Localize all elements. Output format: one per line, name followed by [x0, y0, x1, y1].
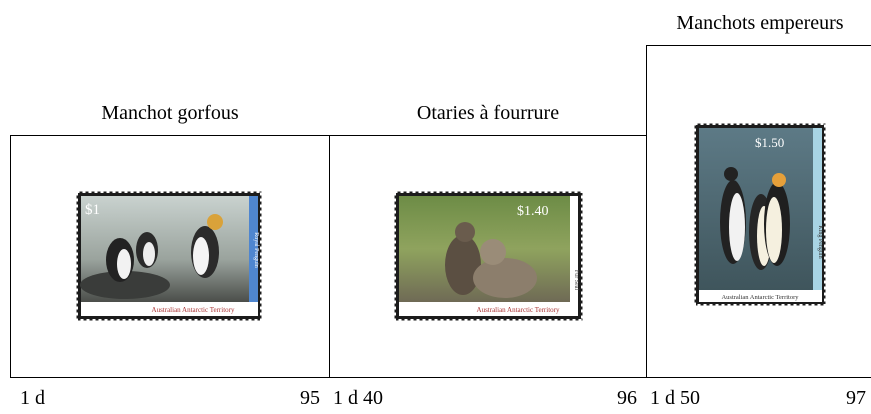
caption-denomination: 1 d [20, 387, 45, 409]
stamp: $1.40 Australian Antarctic Territory Fur… [393, 190, 584, 322]
stamp: $1 Australian Antarctic Territory Royal … [75, 190, 263, 322]
caption-number: 96 [617, 387, 637, 409]
caption-denomination: 1 d 40 [333, 387, 383, 409]
panel-frame [646, 45, 871, 378]
stamp: $1.50 Australian Antarctic Territory Kin… [693, 122, 827, 307]
stamp-country: Australian Antarctic Territory [152, 306, 235, 314]
panel-title: Manchots empereurs [676, 12, 844, 34]
stamp-value: $1 [85, 202, 100, 218]
stamp-name: Fur Seal [573, 270, 579, 290]
caption-number: 95 [300, 387, 320, 409]
stamp-name: Royal Penguin [253, 232, 259, 268]
stamp-country: Australian Antarctic Territory [477, 306, 560, 314]
panel-title: Manchot gorfous [101, 102, 239, 124]
stamp-value: $1.40 [517, 204, 549, 219]
caption-number: 97 [846, 387, 866, 409]
stamp-name: King Penguin [817, 225, 823, 258]
caption-denomination: 1 d 50 [650, 387, 700, 409]
stamp-country: Australian Antarctic Territory [721, 294, 799, 301]
stamp-value: $1.50 [755, 135, 784, 150]
panel-title: Otaries à fourrure [416, 102, 560, 124]
